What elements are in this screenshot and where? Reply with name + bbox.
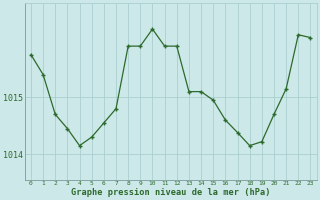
X-axis label: Graphe pression niveau de la mer (hPa): Graphe pression niveau de la mer (hPa) <box>71 188 270 197</box>
